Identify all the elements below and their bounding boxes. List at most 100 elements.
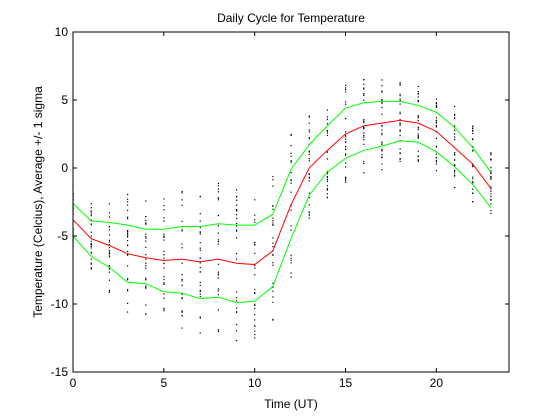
observation-point: [472, 201, 474, 203]
observation-point: [199, 332, 201, 334]
observation-point: [199, 231, 201, 233]
observation-point: [363, 83, 365, 85]
observation-point: [399, 93, 401, 95]
observation-point: [399, 160, 401, 163]
observation-point: [145, 254, 147, 256]
x-axis-label: Time (UT): [264, 397, 318, 411]
observation-point: [90, 231, 92, 233]
observation-point: [254, 199, 256, 201]
observation-point: [435, 105, 438, 107]
observation-point: [363, 162, 365, 165]
observation-point: [217, 271, 220, 273]
observation-point: [108, 271, 111, 273]
observation-point: [490, 212, 492, 215]
observation-point: [163, 262, 165, 264]
observation-point: [127, 244, 129, 246]
observation-point: [127, 235, 129, 237]
observation-point: [417, 159, 419, 161]
observation-point: [181, 190, 183, 193]
y-axis-label: Temperature (Celcius), Average +/- 1 sig…: [31, 86, 45, 318]
observation-point: [181, 297, 183, 299]
observation-point: [363, 134, 365, 137]
observation-point: [108, 239, 111, 242]
y-tick-label: -5: [57, 229, 68, 243]
observation-point: [435, 126, 438, 128]
observation-point: [454, 174, 456, 176]
observation-point: [454, 172, 456, 174]
observation-point: [236, 222, 238, 224]
observation-point: [127, 201, 129, 203]
observation-point: [199, 281, 201, 283]
observation-point: [381, 134, 383, 136]
observation-point: [145, 287, 147, 289]
observation-point: [108, 249, 111, 252]
observation-point: [326, 196, 329, 198]
observation-point: [399, 118, 401, 121]
observation-point: [290, 179, 292, 181]
observation-point: [472, 138, 474, 141]
observation-point: [217, 243, 220, 245]
observation-point: [326, 130, 329, 132]
observation-point: [199, 295, 201, 298]
observation-point: [326, 118, 329, 120]
observation-point: [417, 120, 419, 122]
observation-point: [308, 176, 310, 178]
x-tick-label: 5: [160, 376, 167, 390]
observation-point: [363, 172, 365, 174]
observation-point: [236, 210, 238, 212]
observation-point: [217, 330, 220, 332]
observation-point: [490, 166, 492, 168]
observation-point: [127, 254, 129, 256]
observation-point: [345, 162, 347, 164]
observation-point: [454, 114, 456, 116]
observation-point: [181, 293, 183, 295]
observation-point: [381, 85, 383, 87]
observation-point: [326, 129, 329, 132]
observation-point: [345, 176, 347, 178]
observation-point: [417, 117, 419, 119]
observation-point: [254, 288, 256, 291]
observation-point: [217, 191, 220, 193]
observation-point: [108, 252, 111, 254]
observation-point: [326, 179, 329, 181]
observation-point: [108, 268, 111, 270]
observation-point: [326, 185, 329, 187]
observation-point: [308, 131, 310, 133]
observation-point: [90, 223, 92, 225]
observation-point: [127, 288, 129, 291]
observation-point: [417, 127, 419, 129]
observation-point: [490, 158, 492, 160]
observation-point: [326, 109, 329, 111]
observation-point: [345, 136, 347, 138]
y-ticks: -15 -10 -5 0 5 10: [51, 25, 509, 379]
observation-point: [308, 153, 310, 155]
observation-point: [145, 237, 147, 239]
observation-point: [290, 209, 292, 211]
observation-point: [363, 126, 365, 128]
observation-point: [399, 95, 401, 97]
observation-point: [454, 164, 456, 166]
observation-point: [272, 224, 274, 226]
observation-point: [127, 193, 129, 195]
observation-point: [308, 204, 310, 206]
observation-point: [163, 250, 165, 253]
observation-point: [163, 282, 165, 284]
observation-point: [417, 137, 419, 139]
observation-point: [435, 137, 438, 139]
observation-point: [308, 217, 310, 219]
observation-point: [181, 229, 183, 231]
observation-point: [345, 84, 347, 86]
y-tick-label: -10: [51, 297, 69, 311]
observation-point: [454, 125, 456, 127]
observation-point: [217, 277, 220, 279]
observation-point: [326, 172, 329, 174]
observation-point: [217, 239, 220, 241]
observation-point: [490, 177, 492, 179]
observation-point: [199, 196, 201, 198]
observation-point: [399, 98, 401, 100]
observation-point: [399, 113, 401, 115]
observation-point: [490, 152, 492, 154]
observation-point: [454, 117, 456, 119]
observation-point: [308, 197, 310, 199]
observation-point: [272, 290, 274, 292]
